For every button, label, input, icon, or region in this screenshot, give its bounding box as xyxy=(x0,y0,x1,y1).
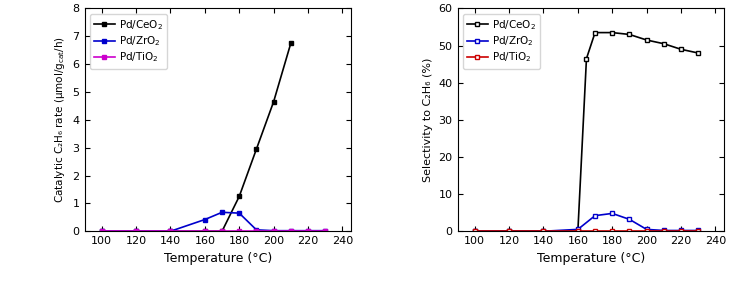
Pd/ZrO$_\mathregular{2}$ xyxy=(166,230,175,233)
X-axis label: Temperature (°C): Temperature (°C) xyxy=(537,252,645,265)
Line: Pd/CeO$_\mathregular{2}$: Pd/CeO$_\mathregular{2}$ xyxy=(473,30,700,234)
Pd/CeO$_\mathregular{2}$ xyxy=(252,147,261,151)
Pd/TiO$_\mathregular{2}$ xyxy=(132,229,140,232)
Pd/ZrO$_\mathregular{2}$ xyxy=(252,228,261,232)
Pd/TiO$_\mathregular{2}$ xyxy=(573,230,582,233)
Pd/ZrO$_\mathregular{2}$ xyxy=(677,229,686,232)
Pd/CeO$_\mathregular{2}$ xyxy=(625,33,634,36)
Pd/ZrO$_\mathregular{2}$ xyxy=(218,211,226,214)
Pd/ZrO$_\mathregular{2}$ xyxy=(642,228,651,231)
Pd/CeO$_\mathregular{2}$ xyxy=(694,51,703,55)
Pd/TiO$_\mathregular{2}$ xyxy=(269,229,278,232)
Pd/ZrO$_\mathregular{2}$ xyxy=(539,230,548,233)
Pd/CeO$_\mathregular{2}$ xyxy=(642,38,651,42)
Pd/ZrO$_\mathregular{2}$ xyxy=(234,212,243,215)
Pd/CeO$_\mathregular{2}$ xyxy=(166,230,175,233)
Pd/CeO$_\mathregular{2}$ xyxy=(608,31,617,34)
Pd/ZrO$_\mathregular{2}$ xyxy=(320,229,329,232)
Pd/TiO$_\mathregular{2}$ xyxy=(234,229,243,232)
Line: Pd/TiO$_\mathregular{2}$: Pd/TiO$_\mathregular{2}$ xyxy=(473,229,700,234)
Line: Pd/ZrO$_\mathregular{2}$: Pd/ZrO$_\mathregular{2}$ xyxy=(473,211,700,234)
Pd/CeO$_\mathregular{2}$ xyxy=(470,230,479,233)
Pd/CeO$_\mathregular{2}$ xyxy=(132,230,140,233)
Legend: Pd/CeO$_\mathregular{2}$, Pd/ZrO$_\mathregular{2}$, Pd/TiO$_\mathregular{2}$: Pd/CeO$_\mathregular{2}$, Pd/ZrO$_\mathr… xyxy=(90,14,167,69)
Pd/TiO$_\mathregular{2}$ xyxy=(608,230,617,233)
Pd/ZrO$_\mathregular{2}$ xyxy=(470,230,479,233)
Pd/CeO$_\mathregular{2}$ xyxy=(218,230,226,233)
Pd/CeO$_\mathregular{2}$ xyxy=(659,42,668,45)
Pd/ZrO$_\mathregular{2}$ xyxy=(269,229,278,232)
Pd/CeO$_\mathregular{2}$ xyxy=(591,31,600,34)
Pd/TiO$_\mathregular{2}$ xyxy=(625,230,634,233)
Pd/TiO$_\mathregular{2}$ xyxy=(320,229,329,232)
Pd/TiO$_\mathregular{2}$ xyxy=(201,229,209,232)
Pd/ZrO$_\mathregular{2}$ xyxy=(132,230,140,233)
Pd/ZrO$_\mathregular{2}$ xyxy=(659,229,668,232)
Y-axis label: Catalytic C₂H₆ rate (μmol/g$_\mathregular{cat}$/h): Catalytic C₂H₆ rate (μmol/g$_\mathregula… xyxy=(53,36,67,203)
Pd/TiO$_\mathregular{2}$ xyxy=(591,230,600,233)
Pd/TiO$_\mathregular{2}$ xyxy=(642,230,651,233)
Y-axis label: Selectivity to C₂H₆ (%): Selectivity to C₂H₆ (%) xyxy=(423,58,433,182)
Pd/ZrO$_\mathregular{2}$ xyxy=(505,230,514,233)
Line: Pd/TiO$_\mathregular{2}$: Pd/TiO$_\mathregular{2}$ xyxy=(99,228,328,233)
Line: Pd/ZrO$_\mathregular{2}$: Pd/ZrO$_\mathregular{2}$ xyxy=(99,210,328,234)
Pd/TiO$_\mathregular{2}$ xyxy=(659,230,668,233)
Pd/ZrO$_\mathregular{2}$ xyxy=(591,214,600,217)
Pd/CeO$_\mathregular{2}$ xyxy=(677,48,686,51)
Pd/TiO$_\mathregular{2}$ xyxy=(304,229,312,232)
Pd/TiO$_\mathregular{2}$ xyxy=(287,229,295,232)
Pd/TiO$_\mathregular{2}$ xyxy=(694,230,703,233)
Pd/CeO$_\mathregular{2}$ xyxy=(573,230,582,233)
Pd/ZrO$_\mathregular{2}$ xyxy=(304,229,312,232)
Pd/TiO$_\mathregular{2}$ xyxy=(505,230,514,233)
Pd/TiO$_\mathregular{2}$ xyxy=(166,229,175,232)
Pd/CeO$_\mathregular{2}$ xyxy=(269,100,278,103)
Pd/TiO$_\mathregular{2}$ xyxy=(539,230,548,233)
Pd/ZrO$_\mathregular{2}$ xyxy=(608,212,617,215)
Pd/ZrO$_\mathregular{2}$ xyxy=(201,218,209,221)
Pd/CeO$_\mathregular{2}$ xyxy=(201,230,209,233)
Pd/CeO$_\mathregular{2}$ xyxy=(234,195,243,198)
Pd/ZrO$_\mathregular{2}$ xyxy=(625,218,634,221)
Pd/TiO$_\mathregular{2}$ xyxy=(677,230,686,233)
Pd/ZrO$_\mathregular{2}$ xyxy=(97,230,106,233)
Pd/CeO$_\mathregular{2}$ xyxy=(539,230,548,233)
Pd/ZrO$_\mathregular{2}$ xyxy=(287,229,295,232)
Pd/CeO$_\mathregular{2}$ xyxy=(97,230,106,233)
Pd/CeO$_\mathregular{2}$ xyxy=(287,41,295,45)
Pd/TiO$_\mathregular{2}$ xyxy=(218,229,226,232)
Pd/ZrO$_\mathregular{2}$ xyxy=(573,228,582,231)
Pd/ZrO$_\mathregular{2}$ xyxy=(694,229,703,232)
Pd/TiO$_\mathregular{2}$ xyxy=(470,230,479,233)
Pd/CeO$_\mathregular{2}$ xyxy=(505,230,514,233)
Pd/TiO$_\mathregular{2}$ xyxy=(97,229,106,232)
X-axis label: Temperature (°C): Temperature (°C) xyxy=(164,252,272,265)
Pd/CeO$_\mathregular{2}$ xyxy=(582,57,591,60)
Pd/TiO$_\mathregular{2}$ xyxy=(252,229,261,232)
Legend: Pd/CeO$_\mathregular{2}$, Pd/ZrO$_\mathregular{2}$, Pd/TiO$_\mathregular{2}$: Pd/CeO$_\mathregular{2}$, Pd/ZrO$_\mathr… xyxy=(463,14,540,69)
Line: Pd/CeO$_\mathregular{2}$: Pd/CeO$_\mathregular{2}$ xyxy=(99,41,293,234)
